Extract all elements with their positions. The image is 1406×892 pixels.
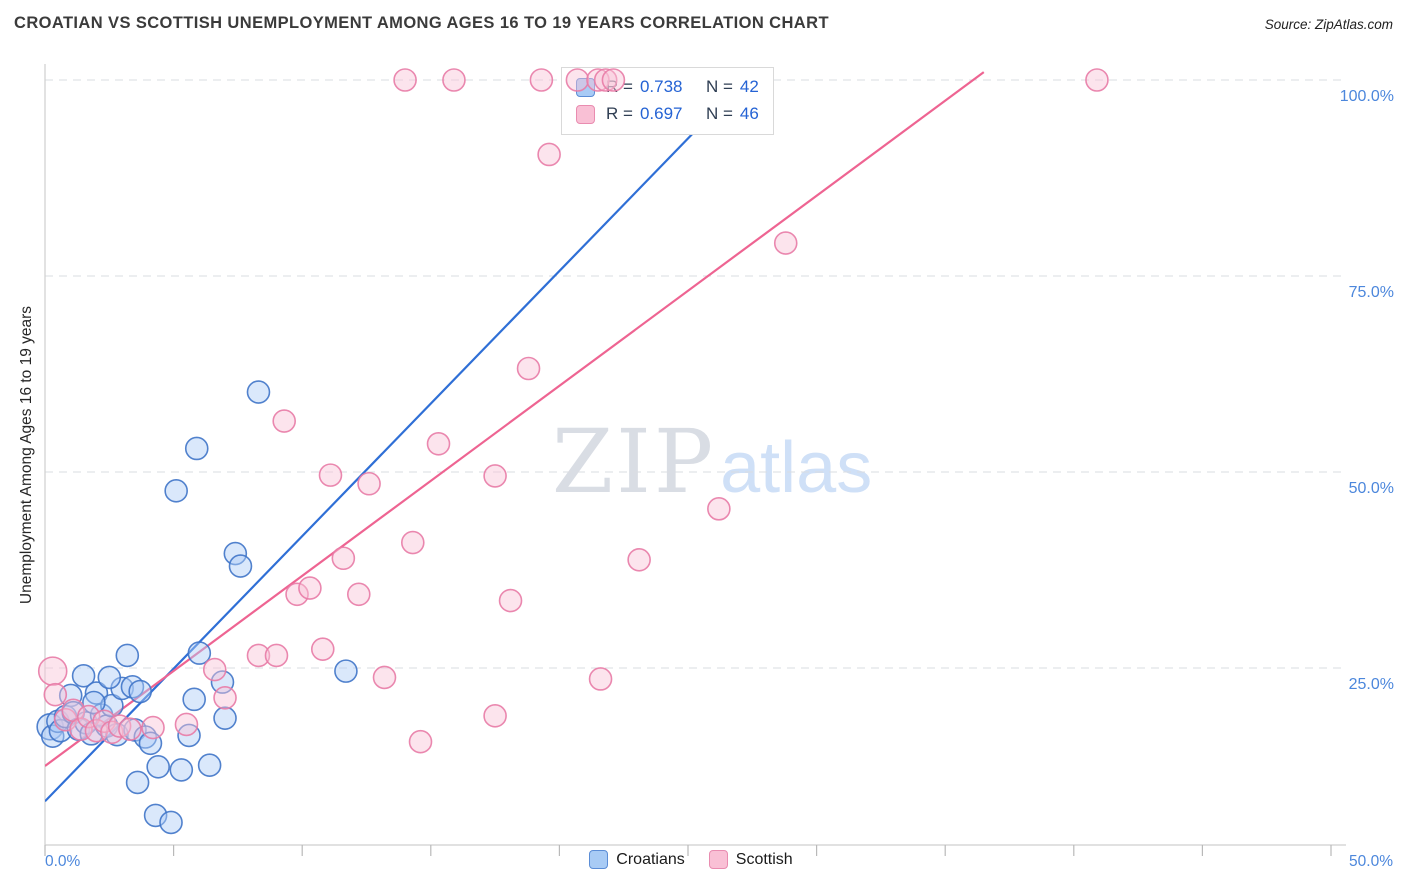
n-value: 46 [739,104,759,123]
x-axis-max-label: 50.0% [1349,853,1393,870]
watermark-atlas: atlas [720,428,873,508]
y-tick-label-75: 75.0% [1348,284,1394,301]
legend-row-scottish: R = 0.697 N = 46 [576,104,759,124]
n-label: N = [705,104,733,123]
scottish-swatch-icon [576,104,595,124]
watermark: ZIP atlas [552,410,872,513]
croatians-legend-label: Croatians [616,850,685,868]
scottish-legend-label: Scottish [735,850,793,868]
r-label: R = [606,104,633,123]
legend-box: R = 0.738 N = 42 R = 0.697 N = 46 [561,67,774,135]
y-tick-label-100: 100.0% [1339,88,1394,105]
y-tick-label-25: 25.0% [1348,676,1394,693]
r-label: R = [606,77,633,96]
croatians-swatch-icon [576,77,595,97]
y-tick-label-50: 50.0% [1348,480,1394,497]
y-axis-title: Unemployment Among Ages 16 to 19 years [18,305,35,605]
r-value: 0.697 [639,104,683,123]
n-value: 42 [739,77,759,96]
n-label: N = [705,77,733,96]
watermark-zip: ZIP [552,410,717,513]
r-value: 0.738 [639,77,683,96]
scottish-legend-swatch-icon [708,850,728,869]
bottom-legend: Croatians Scottish [0,850,1406,869]
legend-row-croatians: R = 0.738 N = 42 [576,77,759,97]
source-label: Source: ZipAtlas.com [1264,17,1393,32]
croatians-legend-swatch-icon [589,850,609,869]
x-axis-min-label: 0.0% [45,853,81,870]
chart-title: CROATIAN VS SCOTTISH UNEMPLOYMENT AMONG … [14,14,829,32]
